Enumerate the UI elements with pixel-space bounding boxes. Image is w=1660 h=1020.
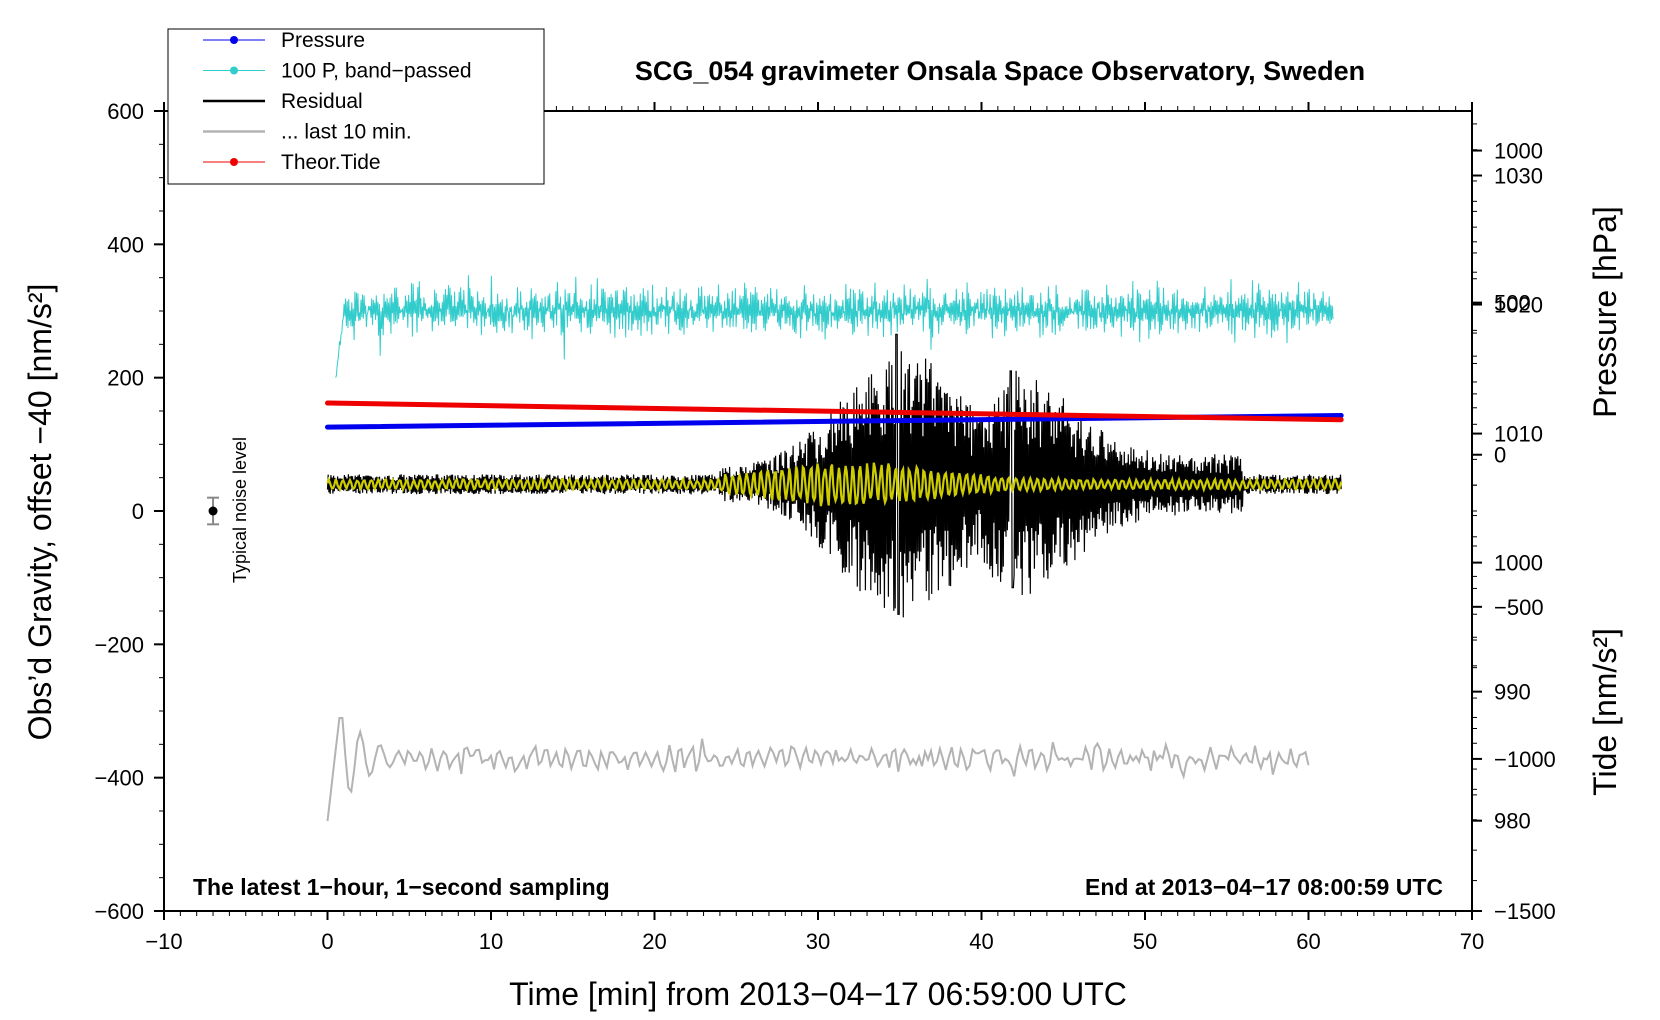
x-tick-label: 20	[642, 929, 666, 954]
legend-marker	[230, 66, 238, 75]
y-tick-label: 600	[107, 99, 144, 124]
x-tick-label: −10	[145, 929, 182, 954]
y-tick-label: −400	[94, 766, 144, 791]
y-tick-label: −600	[94, 899, 144, 924]
y-axis-left: 600 400 200 0 −200 −400 −600	[94, 99, 164, 924]
y-axis-left-label: Obs’d Gravity, offset −40 [nm/s²]	[22, 284, 58, 741]
tide-tick-label: 0	[1494, 443, 1506, 468]
tide-tick-label: 500	[1494, 291, 1531, 316]
y-axis-tide-label: Tide [nm/s²]	[1587, 628, 1623, 796]
end-time-annotation: End at 2013−04−17 08:00:59 UTC	[1085, 874, 1443, 900]
y-axis-pressure: 1030 1020 1010 1000 990 980	[1472, 123, 1543, 834]
x-tick-label: 40	[969, 929, 993, 954]
x-tick-label: 0	[321, 929, 333, 954]
legend-marker	[230, 158, 238, 166]
tide-tick-label: −1000	[1494, 747, 1556, 772]
tide-tick-label: −500	[1494, 595, 1544, 620]
x-tick-label: 70	[1460, 929, 1484, 954]
y-axis-pressure-label: Pressure [hPa]	[1587, 206, 1623, 418]
noise-point	[208, 506, 218, 516]
series-residual-filtered	[326, 462, 1343, 507]
legend-box	[167, 28, 545, 185]
x-tick-label: 60	[1296, 929, 1320, 954]
noise-marker	[207, 496, 220, 526]
noise-level-label: Typical noise level	[230, 437, 250, 583]
pressure-tick-label: 1030	[1494, 164, 1543, 189]
pressure-tick-label: 1010	[1494, 422, 1543, 447]
series-pressure-bandpassed	[335, 275, 1334, 378]
x-tick-label: 50	[1133, 929, 1157, 954]
y-tick-label: 400	[107, 232, 144, 257]
series-theoretical-tide	[325, 400, 1344, 423]
y-tick-label: 0	[132, 499, 144, 524]
legend-marker	[230, 36, 238, 44]
pressure-tick-label: 980	[1494, 809, 1531, 834]
x-axis-label: Time [min] from 2013−04−17 06:59:00 UTC	[509, 976, 1127, 1012]
x-axis: −10 0 10 20 30 40 50 60 70	[145, 102, 1484, 954]
legend-label: Pressure	[281, 29, 365, 52]
sampling-annotation: The latest 1−hour, 1−second sampling	[193, 874, 610, 900]
pressure-tick-label: 1000	[1494, 551, 1543, 576]
tide-tick-label: −1500	[1494, 899, 1556, 924]
legend-label: 100 P, band−passed	[281, 60, 472, 83]
legend-label: ... last 10 min.	[281, 121, 412, 144]
tide-tick-label: 1000	[1494, 139, 1543, 164]
legend-label: Residual	[281, 90, 363, 113]
series-last-10-min	[326, 717, 1310, 822]
y-tick-label: 200	[107, 366, 144, 391]
pressure-tick-label: 990	[1494, 680, 1531, 705]
y-axis-tide: 1000 500 0 −500 −1000 −1500	[1472, 139, 1556, 924]
x-tick-label: 30	[806, 929, 830, 954]
legend-label: Theor.Tide	[281, 151, 381, 174]
y-tick-label: −200	[94, 632, 144, 657]
chart-title: SCG_054 gravimeter Onsala Space Observat…	[635, 56, 1365, 86]
x-tick-label: 10	[479, 929, 503, 954]
legend: Pressure 100 P, band−passed Residual ... la…	[167, 28, 545, 185]
pressure-tick-label: 1020	[1494, 293, 1543, 318]
series-layer	[325, 275, 1344, 822]
